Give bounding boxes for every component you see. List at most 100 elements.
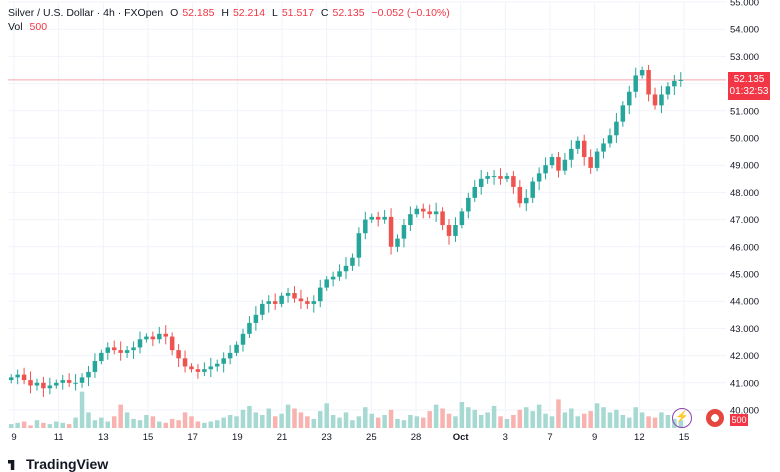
candle-body [105,347,111,353]
candle-body [8,377,14,381]
time-tick-label: 13 [98,432,109,443]
candle-body [369,216,375,220]
volume-bar [524,407,529,428]
candle-body [453,225,458,236]
candle-body [536,173,542,182]
last-price-tag: 52.135 01:32:53 [728,72,770,100]
volume-bar [47,424,53,428]
volume-bar [150,416,156,428]
volume-bar [118,404,123,428]
candle-body [491,176,497,178]
volume-bar [337,417,342,428]
us-flag-icon[interactable] [706,409,724,427]
volume-bar [311,418,317,428]
candle-body [350,257,355,266]
price-tick-label: 48.000 [730,188,759,199]
volume-bar [240,409,246,428]
candle-body [678,79,684,81]
symbol-label[interactable]: Silver / U.S. Dollar · 4h · FXOpen [8,7,164,19]
volume-bar [124,412,130,428]
candle-body [356,233,362,258]
volume-bar [556,399,561,428]
candle-body [311,301,317,304]
volume-bar [543,413,548,428]
candle-body [272,301,278,304]
change-value: −0.052 (−0.10%) [371,7,450,19]
volume-bar [421,417,426,428]
volume-bar [176,420,181,428]
volume-bar [208,421,214,428]
volume-bar [504,418,510,428]
candle-body [607,135,613,144]
candle-body [144,336,149,340]
candle-body [620,105,626,122]
volume-bar [594,403,600,428]
volume-bar [182,412,188,428]
volume-bar [86,412,91,428]
candle-body [79,377,85,383]
candle-body [73,382,78,384]
lightning-icon[interactable]: ⚡ [672,408,692,428]
candle-body [511,176,516,187]
volume-bar [54,421,59,428]
candle-body [562,159,568,171]
price-tick-label: 43.000 [730,324,759,335]
candle-body [659,94,664,106]
volume-bar [99,417,104,428]
candle-body [330,276,336,280]
candle-body [665,86,671,95]
volume-bar [530,411,535,428]
volume-bar [491,405,497,428]
candle-body [47,385,53,389]
volume-bar [646,416,651,428]
candle-body [433,211,439,215]
candles [8,64,684,397]
candle-body [92,361,98,372]
candle-body [221,358,226,364]
volume-bar [414,416,420,428]
time-tick-label: 3 [503,432,508,443]
volume-bar [459,402,465,428]
candle-body [150,336,156,340]
volume-bar [137,420,143,428]
candle-body [472,186,478,198]
volume-bar [92,420,98,428]
volume-bar [285,404,291,428]
candle-body [234,344,239,353]
tradingview-logo[interactable]: TradingView [8,456,108,472]
last-price-value: 52.135 [733,74,765,85]
candle-body [266,301,271,304]
volume-bar [28,425,33,428]
volume-bar [569,408,574,428]
candle-body [395,238,400,247]
volume-bar [189,416,194,428]
candle-body [388,216,394,247]
candle-body [163,333,168,337]
time-tick-label: 15 [143,432,154,443]
price-tick-label: 44.000 [730,297,759,308]
candle-body [137,339,143,348]
volume-bar [324,403,329,428]
volume-bar [517,409,523,428]
price-tick-label: 54.000 [730,25,759,36]
open-value: 52.185 [182,7,215,19]
candle-body [324,279,329,288]
candle-body [588,157,593,168]
volume-bar [639,412,645,428]
price-axis: 55.00054.00053.00052.00051.00050.00049.0… [730,0,759,417]
time-tick-label: 21 [277,432,288,443]
volume-bar [253,412,259,428]
volume-bar [266,408,271,428]
time-tick-label: 9 [592,432,597,443]
open-label: O [170,7,179,19]
candle-body [60,380,65,383]
time-tick-label: 12 [634,432,645,443]
candle-body [195,369,201,372]
close-value: 52.135 [332,7,365,19]
volume-bar [446,413,452,428]
candle-body [639,70,645,76]
volume-bar [41,422,46,428]
price-tick-label: 49.000 [730,161,759,172]
candle-body [240,333,246,345]
